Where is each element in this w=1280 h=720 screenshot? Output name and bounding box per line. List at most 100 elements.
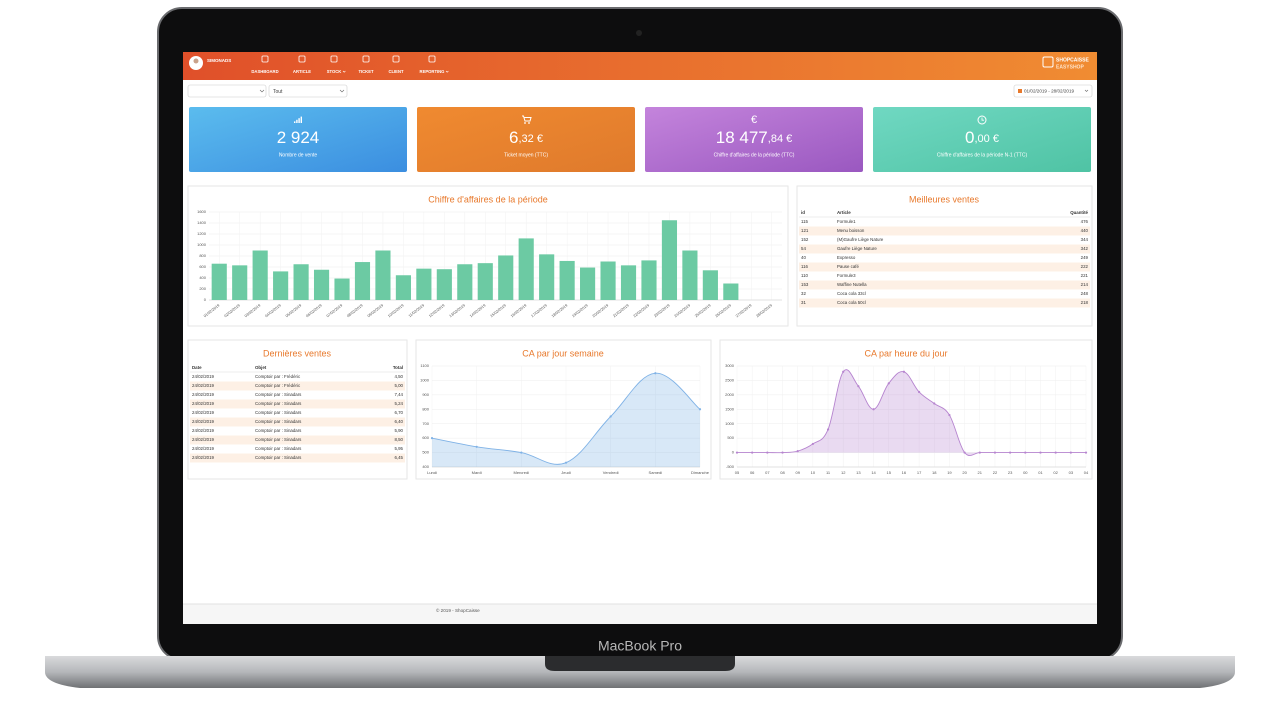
nav-item[interactable]: CLIENT (388, 69, 404, 74)
x-tick-label: Dimanche (691, 470, 710, 475)
table-cell: 218 (1081, 300, 1089, 305)
date-picker[interactable] (1013, 84, 1093, 98)
card-label: Ticket moyen (TTC) (504, 152, 548, 158)
table-cell: 31 (801, 300, 806, 305)
x-tick-label: 17 (917, 470, 922, 475)
nav-item[interactable]: STOCK (327, 69, 342, 74)
x-tick-label: 06 (750, 470, 755, 475)
card-value-main: 2 924 (277, 128, 320, 147)
x-tick-label: 05 (735, 470, 740, 475)
point (781, 451, 784, 454)
table-cell: 6,70 (394, 410, 403, 415)
point (826, 428, 830, 431)
table-header: id (801, 210, 805, 215)
table-cell: Coca cola 33cl (837, 291, 866, 296)
user-name[interactable]: SIMONADS (207, 58, 231, 63)
bar (252, 250, 268, 300)
bar (457, 264, 473, 300)
nav-item[interactable]: ARTICLE (293, 69, 311, 74)
y-tick-label: 2500 (725, 377, 735, 382)
bar (375, 250, 391, 300)
point (933, 402, 936, 405)
bar (436, 269, 452, 300)
select[interactable] (187, 84, 267, 98)
point (948, 413, 951, 417)
card-icon (524, 122, 526, 124)
point (993, 451, 997, 454)
chart-title: Chiffre d'affaires de la période (428, 194, 547, 204)
table-cell: Waffine Nutella (837, 282, 867, 287)
card-value-main: 18 477 (716, 128, 768, 147)
nav-item[interactable]: REPORTING (420, 69, 445, 74)
select-caret (259, 89, 265, 93)
bar (641, 260, 657, 300)
y-tick-label: 700 (422, 421, 429, 426)
table-cell: 24/02/2019 (192, 383, 215, 388)
bar (682, 250, 698, 300)
select-value: Tout (273, 89, 283, 95)
select[interactable] (268, 84, 348, 98)
avatar-head (193, 58, 199, 64)
bar (313, 269, 330, 300)
card-label: Chiffre d'affaires de la période (TTC) (714, 152, 795, 158)
card-value-main: 0 (965, 128, 974, 147)
nav-icon (428, 55, 436, 63)
table-cell: 7,44 (394, 392, 403, 397)
nav-item[interactable]: DASHBOARD (251, 69, 278, 74)
y-tick-label: 400 (422, 464, 429, 469)
bar (661, 220, 678, 300)
line (737, 369, 1087, 456)
table-cell: Comptoir par : Sinadars (255, 428, 302, 433)
card-value-decimals: ,84 € (768, 133, 792, 145)
table-cell: 153 (801, 282, 809, 287)
y-tick-label: 400 (199, 275, 206, 280)
table-cell: Comptoir par : Sinadars (255, 419, 302, 424)
table-cell: 214 (1081, 282, 1089, 287)
table-cell: Formule3 (837, 273, 856, 278)
table-cell: 54 (801, 246, 806, 251)
y-tick-label: 1000 (725, 421, 735, 426)
table-cell: 24/02/2019 (192, 419, 215, 424)
card-value: 6,32 € (509, 128, 543, 147)
card-value-decimals: ,00 € (975, 133, 999, 145)
table-cell: 221 (1081, 273, 1089, 278)
date-caret (1084, 89, 1089, 92)
y-tick-label: 800 (422, 406, 429, 411)
y-tick-label: 0 (732, 450, 735, 455)
card-value: 18 477,84 € (716, 128, 792, 147)
bar (518, 238, 534, 300)
point (842, 370, 845, 373)
table-cell: Comptoir par : Sinadars (255, 437, 302, 442)
table-cell: Pause café (837, 264, 860, 269)
table-header: Date (192, 365, 202, 370)
bar (600, 261, 616, 300)
bar (273, 271, 289, 300)
bar (395, 275, 411, 300)
table-cell: 344 (1081, 237, 1089, 242)
x-tick-label: Vendredi (603, 470, 619, 475)
x-tick-label: 10 (811, 470, 816, 475)
point (1054, 451, 1057, 454)
table-row-stripe (190, 417, 405, 427)
table-cell: Menu boisson (837, 228, 865, 233)
table-header: Objet (255, 365, 267, 370)
x-tick-label: Mercredi (514, 470, 530, 475)
x-tick-label: 18 (932, 470, 937, 475)
y-tick-label: 2000 (725, 392, 735, 397)
y-tick-label: -500 (726, 464, 735, 469)
nav-item[interactable]: TICKET (358, 69, 374, 74)
table-header: Article (837, 210, 851, 215)
card-value-decimals: ,32 € (519, 133, 543, 145)
table-cell: 115 (801, 219, 809, 224)
bar (211, 263, 227, 300)
table-cell: 116 (801, 264, 809, 269)
table-cell: 5,00 (394, 383, 403, 388)
y-tick-label: 500 (727, 435, 734, 440)
card-label: Nombre de vente (279, 152, 318, 158)
table-cell: Expresso (837, 255, 856, 260)
point (857, 385, 860, 388)
stat-card (873, 107, 1091, 172)
bar (539, 254, 555, 300)
point (963, 451, 966, 454)
